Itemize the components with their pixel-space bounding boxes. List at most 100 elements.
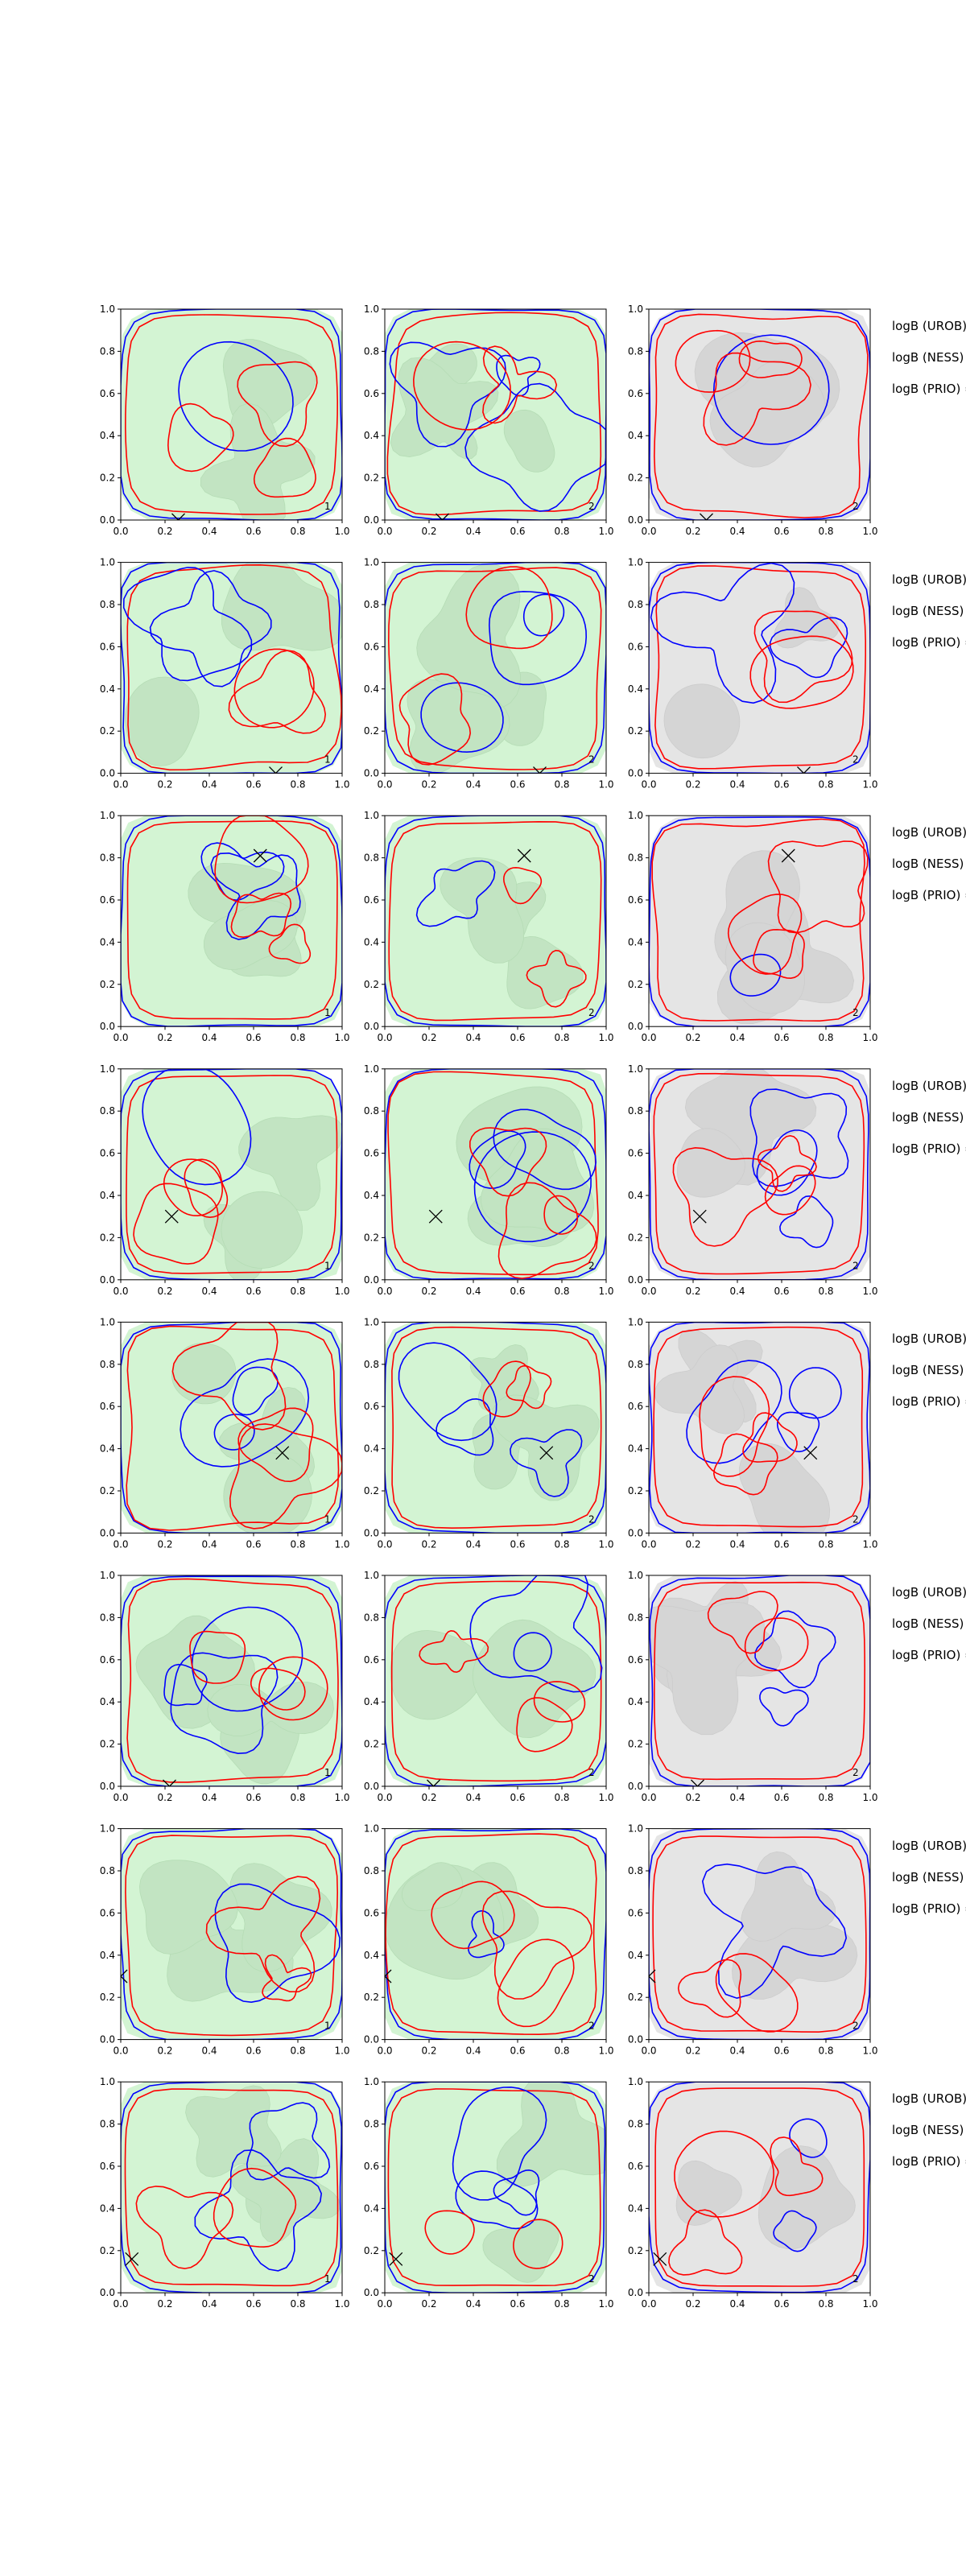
x-tick-label: 0.4 [729,779,745,791]
y-tick-label: 0.8 [628,599,643,610]
blue-contour [389,341,507,448]
y-tick-label: 0.0 [364,2287,379,2298]
x-tick-label: 0.8 [554,779,569,791]
y-tick-label: 0.6 [628,1401,643,1412]
blue-contour-outer [121,1828,342,2040]
red-contour [135,2186,234,2269]
x-marker [781,848,795,863]
x-tick-label: 1.0 [862,526,877,537]
y-tick-label: 0.6 [628,641,643,652]
red-contour [677,1959,742,2018]
red-contour [268,923,312,964]
y-tick-label: 0.4 [628,1696,643,1707]
red-contour-outer [387,567,602,770]
panel-r3-c3: 2 0.00.0 0.2 0.2 0.4 0.4 0.6 0.6 0.8 0.8 1.0 1.0 [628,810,878,1043]
axes-frame [648,308,871,521]
axes-frame [384,308,607,521]
axes-frame [648,1575,871,1787]
y-tick-label: 1.0 [100,557,115,568]
panel-r4-c3: 2 0.00.0 0.2 0.2 0.4 0.4 0.6 0.6 0.8 0.8 1.0 1.0 [628,1063,878,1297]
x-marker [428,1209,443,1224]
y-tick-label: 0.0 [364,2034,379,2046]
x-tick-label: 0.4 [729,2046,745,2057]
y-tick-label: 0.6 [100,1401,115,1412]
y-tick-label: 0.6 [364,894,379,906]
panel-r4-c2: 2 0.00.0 0.2 0.2 0.4 0.4 0.6 0.6 0.8 0.8 1.0 1.0 [364,1063,614,1297]
y-tick-label: 0.4 [100,936,115,947]
x-tick-label: 0.8 [290,2046,305,2057]
red-contour [516,1697,573,1752]
red-contour [250,1667,306,1711]
x-tick-label: 0.8 [290,526,305,537]
x-tick-label: 0.6 [510,1792,525,1803]
fill-region-dark [676,1128,745,1198]
red-contour [749,635,854,709]
blue-contour-outer [649,1575,870,1786]
row-label: logB (NESS) = [892,1616,966,1631]
red-contour [230,892,292,939]
x-tick-label: 0.0 [113,1286,128,1297]
panel-content [385,309,606,520]
y-tick-label: 0.8 [628,1105,643,1117]
y-tick-label: 0.4 [628,1190,643,1201]
x-tick-label: 0.4 [729,1286,745,1297]
x-tick-label: 1.0 [334,1286,349,1297]
fill-region-dark [207,1682,334,1736]
x-tick-label: 0.6 [510,1538,525,1550]
red-contour [424,2210,475,2255]
red-contour [699,1376,770,1477]
panel-r2-c1: 1 0.00.0 0.2 0.2 0.4 0.4 0.6 0.6 0.8 0.8 1.0 1.0 [100,557,350,791]
y-tick-label: 0.6 [100,388,115,399]
red-contour [753,928,805,980]
panel-content [649,2082,870,2293]
red-contour [712,1433,778,1496]
x-tick-label: 0.6 [510,2046,525,2057]
x-tick-label: 0.6 [246,779,261,791]
axes-frame [384,2081,607,2293]
y-tick-label: 0.0 [628,1021,643,1032]
red-contour-outer [653,1581,866,1781]
blue-contour [213,1414,255,1451]
row-label: logB (UROB) = [892,1331,966,1347]
x-tick-label: 0.2 [685,2298,700,2310]
row-label: logB (NESS) = [892,1109,966,1125]
x-marker [275,1446,290,1460]
y-tick-label: 0.2 [628,2245,643,2256]
row-label: logB (UROB) = [892,319,966,333]
panel-content [385,562,606,774]
x-tick-label: 0.0 [377,1032,392,1043]
fill-region-dark [238,1115,342,1212]
panel-r5-c2: 2 0.00.0 0.2 0.2 0.4 0.4 0.6 0.6 0.8 0.8 1.0 1.0 [364,1316,614,1550]
x-tick-label: 0.4 [201,1538,217,1550]
x-tick-label: 0.0 [113,2046,128,2057]
x-tick-label: 0.6 [510,779,525,791]
panel-label: 2 [852,2273,859,2285]
x-tick-label: 0.6 [774,526,789,537]
red-contour-outer [124,314,339,515]
red-contour [727,894,803,975]
blue-contour [180,1358,310,1468]
y-tick-label: 0.0 [364,1021,379,1032]
red-contour-outer [653,313,869,518]
red-contour [703,352,811,446]
row-label: logB (PRIO) = [892,2154,966,2169]
row-label: logB (NESS) = [892,603,966,618]
panel-r3-c2: 2 0.00.0 0.2 0.2 0.4 0.4 0.6 0.6 0.8 0.8 1.0 1.0 [364,810,614,1043]
x-tick-label: 0.6 [774,2046,789,2057]
y-tick-label: 0.2 [628,473,643,484]
blue-contour [142,1068,252,1186]
y-tick-label: 0.6 [364,388,379,399]
blue-contour [191,1606,303,1712]
x-tick-label: 0.2 [421,1286,436,1297]
y-tick-label: 0.0 [364,1527,379,1538]
x-tick-label: 0.2 [157,1286,172,1297]
panel-r1-c2: 2 0.00.0 0.2 0.2 0.4 0.4 0.6 0.6 0.8 0.8 1.0 1.0 [364,303,614,537]
blue-contour [232,1366,279,1416]
red-contour [675,329,751,393]
y-tick-label: 0.8 [100,1359,115,1370]
x-tick-label: 0.8 [554,1792,569,1803]
y-tick-label: 1.0 [100,303,115,315]
panel-content [385,1322,606,1534]
x-tick-label: 0.0 [641,779,656,791]
red-contour [482,345,558,424]
